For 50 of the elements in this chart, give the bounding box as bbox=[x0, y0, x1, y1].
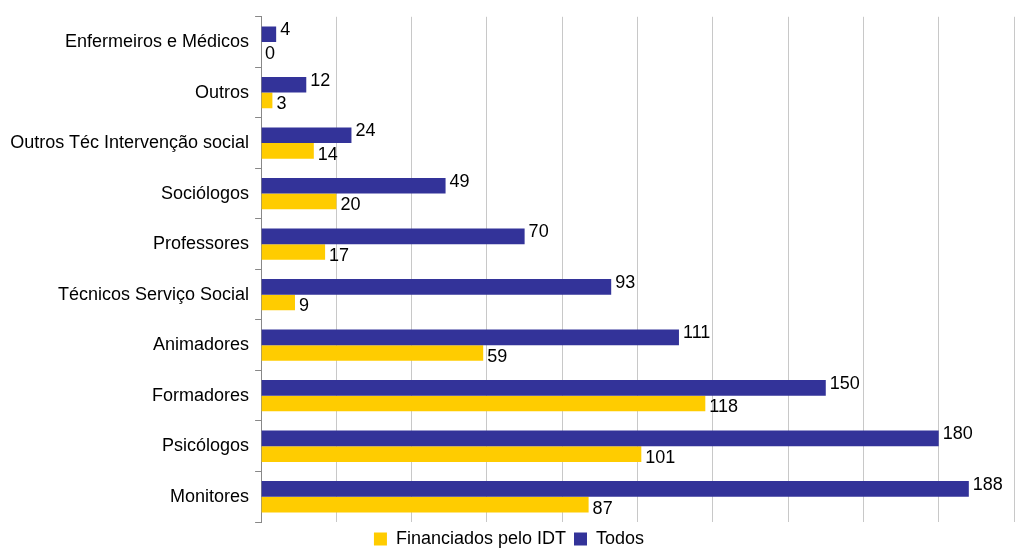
data-label: 111 bbox=[682, 322, 711, 343]
y-tick-label: Sociólogos bbox=[161, 182, 250, 203]
y-tick-label: Monitores bbox=[170, 485, 250, 506]
data-label: 118 bbox=[709, 396, 739, 417]
bar bbox=[261, 76, 307, 93]
bar bbox=[261, 279, 612, 295]
y-tick-label: Enfermeiros e Médicos bbox=[65, 31, 250, 52]
data-label: 59 bbox=[487, 345, 508, 366]
data-label: 70 bbox=[528, 221, 549, 242]
data-label: 93 bbox=[615, 271, 636, 292]
bar bbox=[261, 380, 826, 396]
bar bbox=[261, 244, 326, 260]
data-label: 14 bbox=[317, 143, 338, 164]
data-label: 4 bbox=[280, 19, 291, 40]
bar bbox=[261, 481, 969, 497]
data-label: 188 bbox=[972, 473, 1003, 494]
data-label: 180 bbox=[942, 423, 973, 444]
y-tick-label: Outros Téc Intervenção social bbox=[10, 132, 250, 153]
data-label: 150 bbox=[829, 372, 860, 393]
data-label: 49 bbox=[449, 170, 470, 191]
bar bbox=[261, 395, 706, 412]
y-tick-label: Animadores bbox=[153, 334, 250, 355]
data-label: 24 bbox=[355, 120, 376, 141]
bar bbox=[261, 446, 642, 462]
data-label: 12 bbox=[310, 69, 331, 90]
bar bbox=[261, 193, 337, 210]
bar bbox=[261, 430, 939, 447]
bar bbox=[261, 177, 446, 194]
bar bbox=[261, 496, 589, 513]
data-label: 17 bbox=[329, 244, 350, 265]
bar bbox=[261, 127, 352, 144]
legend-label: Todos bbox=[596, 527, 645, 548]
legend-label: Financiados pelo IDT bbox=[395, 527, 567, 548]
data-label: 20 bbox=[340, 194, 361, 215]
y-tick-label: Outros bbox=[195, 81, 250, 102]
bar bbox=[261, 329, 679, 346]
y-tick-label: Formadores bbox=[152, 384, 250, 405]
data-label: 87 bbox=[592, 497, 613, 518]
bar bbox=[261, 26, 277, 43]
y-tick-label: Técnicos Serviço Social bbox=[58, 283, 250, 304]
bar bbox=[261, 294, 295, 311]
data-label: 9 bbox=[298, 295, 309, 316]
data-label: 101 bbox=[645, 447, 676, 468]
y-tick-label: Professores bbox=[153, 233, 250, 254]
bar bbox=[261, 143, 314, 159]
bar bbox=[261, 345, 484, 361]
y-tick-label: Psicólogos bbox=[162, 435, 250, 456]
bar bbox=[261, 228, 525, 245]
data-label: 3 bbox=[276, 93, 287, 114]
data-label: 0 bbox=[265, 42, 276, 63]
